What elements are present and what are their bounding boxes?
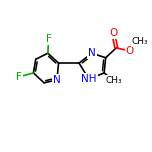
Text: N: N [53, 75, 61, 85]
Text: F: F [46, 34, 52, 44]
Text: O: O [109, 28, 117, 38]
Text: N: N [88, 48, 96, 58]
Text: CH₃: CH₃ [106, 76, 122, 85]
Text: O: O [126, 46, 134, 56]
Text: F: F [16, 72, 22, 82]
Text: NH: NH [81, 74, 97, 84]
Text: CH₃: CH₃ [131, 37, 148, 46]
